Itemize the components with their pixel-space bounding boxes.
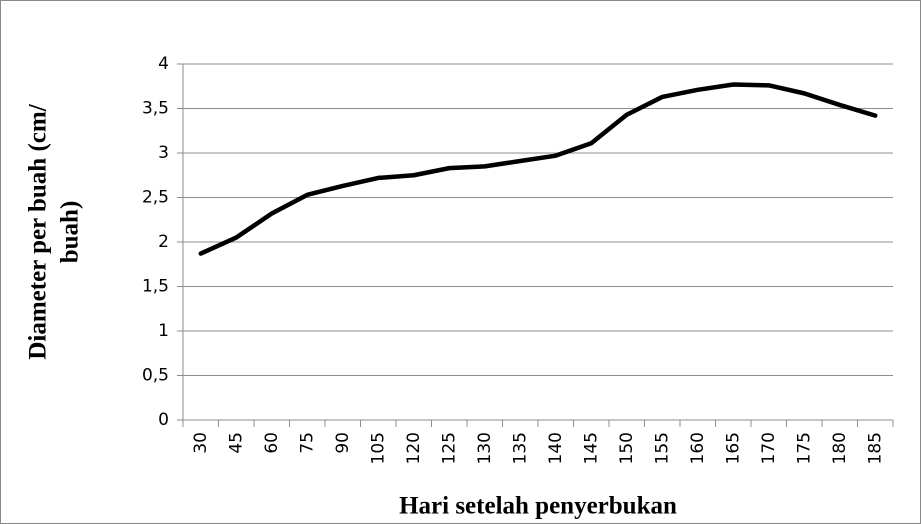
- x-tick-label: 185: [865, 432, 885, 464]
- x-tick-label: 130: [475, 432, 495, 464]
- data-line: [198, 82, 878, 256]
- x-tick-label: 30: [191, 432, 211, 454]
- x-tick-label: 45: [226, 432, 246, 454]
- x-tick-label: 105: [368, 432, 388, 464]
- y-tick-label: 4: [158, 54, 169, 74]
- y-tick-label: 3: [158, 143, 169, 163]
- x-tick-label: 160: [688, 432, 708, 464]
- x-tick-label: 150: [617, 432, 637, 464]
- y-axis-label: buah): [57, 201, 84, 264]
- x-tick-label: 60: [262, 432, 282, 454]
- y-tick-label: 0: [158, 410, 169, 430]
- y-axis-label: Diameter per buah (cm/: [25, 103, 52, 359]
- x-tick-label: 135: [510, 432, 530, 464]
- x-tick-label: 170: [759, 432, 779, 464]
- y-tick-label: 1: [158, 321, 169, 341]
- x-tick-label: 165: [723, 432, 743, 464]
- y-tick-label: 0,5: [142, 366, 169, 386]
- y-tick-label: 1,5: [142, 277, 169, 297]
- y-tick-label: 3,5: [142, 99, 169, 119]
- x-tick-label: 75: [297, 432, 317, 454]
- x-tick-label: 180: [830, 432, 850, 464]
- x-tick-label: 155: [652, 432, 672, 464]
- x-tick-label: 140: [546, 432, 566, 464]
- y-tick-label: 2,5: [142, 188, 169, 208]
- x-tick-label: 175: [794, 432, 814, 464]
- x-tick-label: 125: [439, 432, 459, 464]
- x-tick-label: 90: [333, 432, 353, 454]
- x-tick-label: 145: [581, 432, 601, 464]
- x-tick-label: 120: [404, 432, 424, 464]
- y-tick-label: 2: [158, 232, 169, 252]
- x-axis-label: Hari setelah penyerbukan: [399, 493, 677, 520]
